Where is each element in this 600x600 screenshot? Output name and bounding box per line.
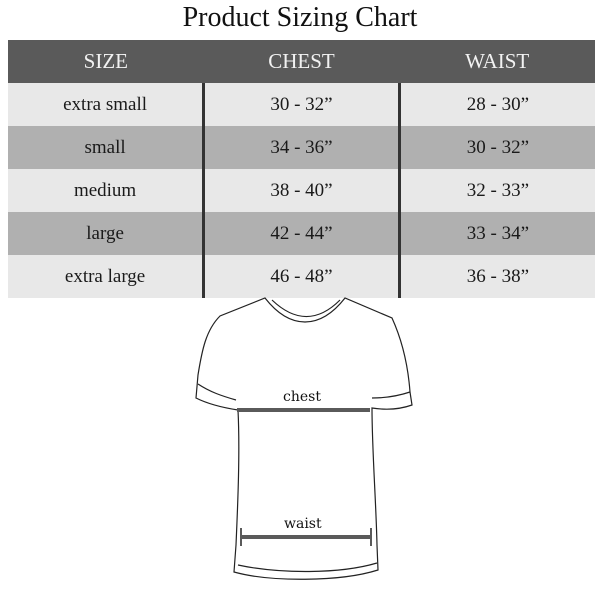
cell-waist: 32 - 33” — [397, 169, 595, 212]
cell-size: small — [8, 126, 204, 169]
cell-waist: 36 - 38” — [397, 255, 595, 298]
cell-size: extra small — [8, 83, 204, 126]
cell-waist: 33 - 34” — [397, 212, 595, 255]
cell-waist: 30 - 32” — [397, 126, 595, 169]
header-size: SIZE — [8, 40, 204, 83]
page-title: Product Sizing Chart — [182, 2, 418, 33]
sizing-table: SIZE CHEST WAIST extra small 30 - 32” 28 -… — [8, 40, 595, 298]
chest-label: chest — [283, 389, 321, 405]
cell-chest: 38 - 40” — [202, 169, 400, 212]
cell-chest: 46 - 48” — [202, 255, 400, 298]
cell-waist: 28 - 30” — [397, 83, 595, 126]
cell-chest: 34 - 36” — [202, 126, 400, 169]
table-row: small 34 - 36” 30 - 32” — [8, 126, 595, 169]
table-header: SIZE CHEST WAIST — [8, 40, 595, 83]
table-row: medium 38 - 40” 32 - 33” — [8, 169, 595, 212]
cell-size: extra large — [8, 255, 204, 298]
waist-label: waist — [284, 516, 322, 532]
cell-chest: 30 - 32” — [202, 83, 400, 126]
cell-chest: 42 - 44” — [202, 212, 400, 255]
cell-size: medium — [8, 169, 204, 212]
table-row: extra large 46 - 48” 36 - 38” — [8, 255, 595, 298]
header-chest: CHEST — [203, 40, 400, 83]
cell-size: large — [8, 212, 204, 255]
table-row: extra small 30 - 32” 28 - 30” — [8, 83, 595, 126]
header-waist: WAIST — [399, 40, 595, 83]
collar-icon — [271, 299, 341, 318]
tshirt-outline — [195, 297, 413, 580]
table-row: large 42 - 44” 33 - 34” — [8, 212, 595, 255]
